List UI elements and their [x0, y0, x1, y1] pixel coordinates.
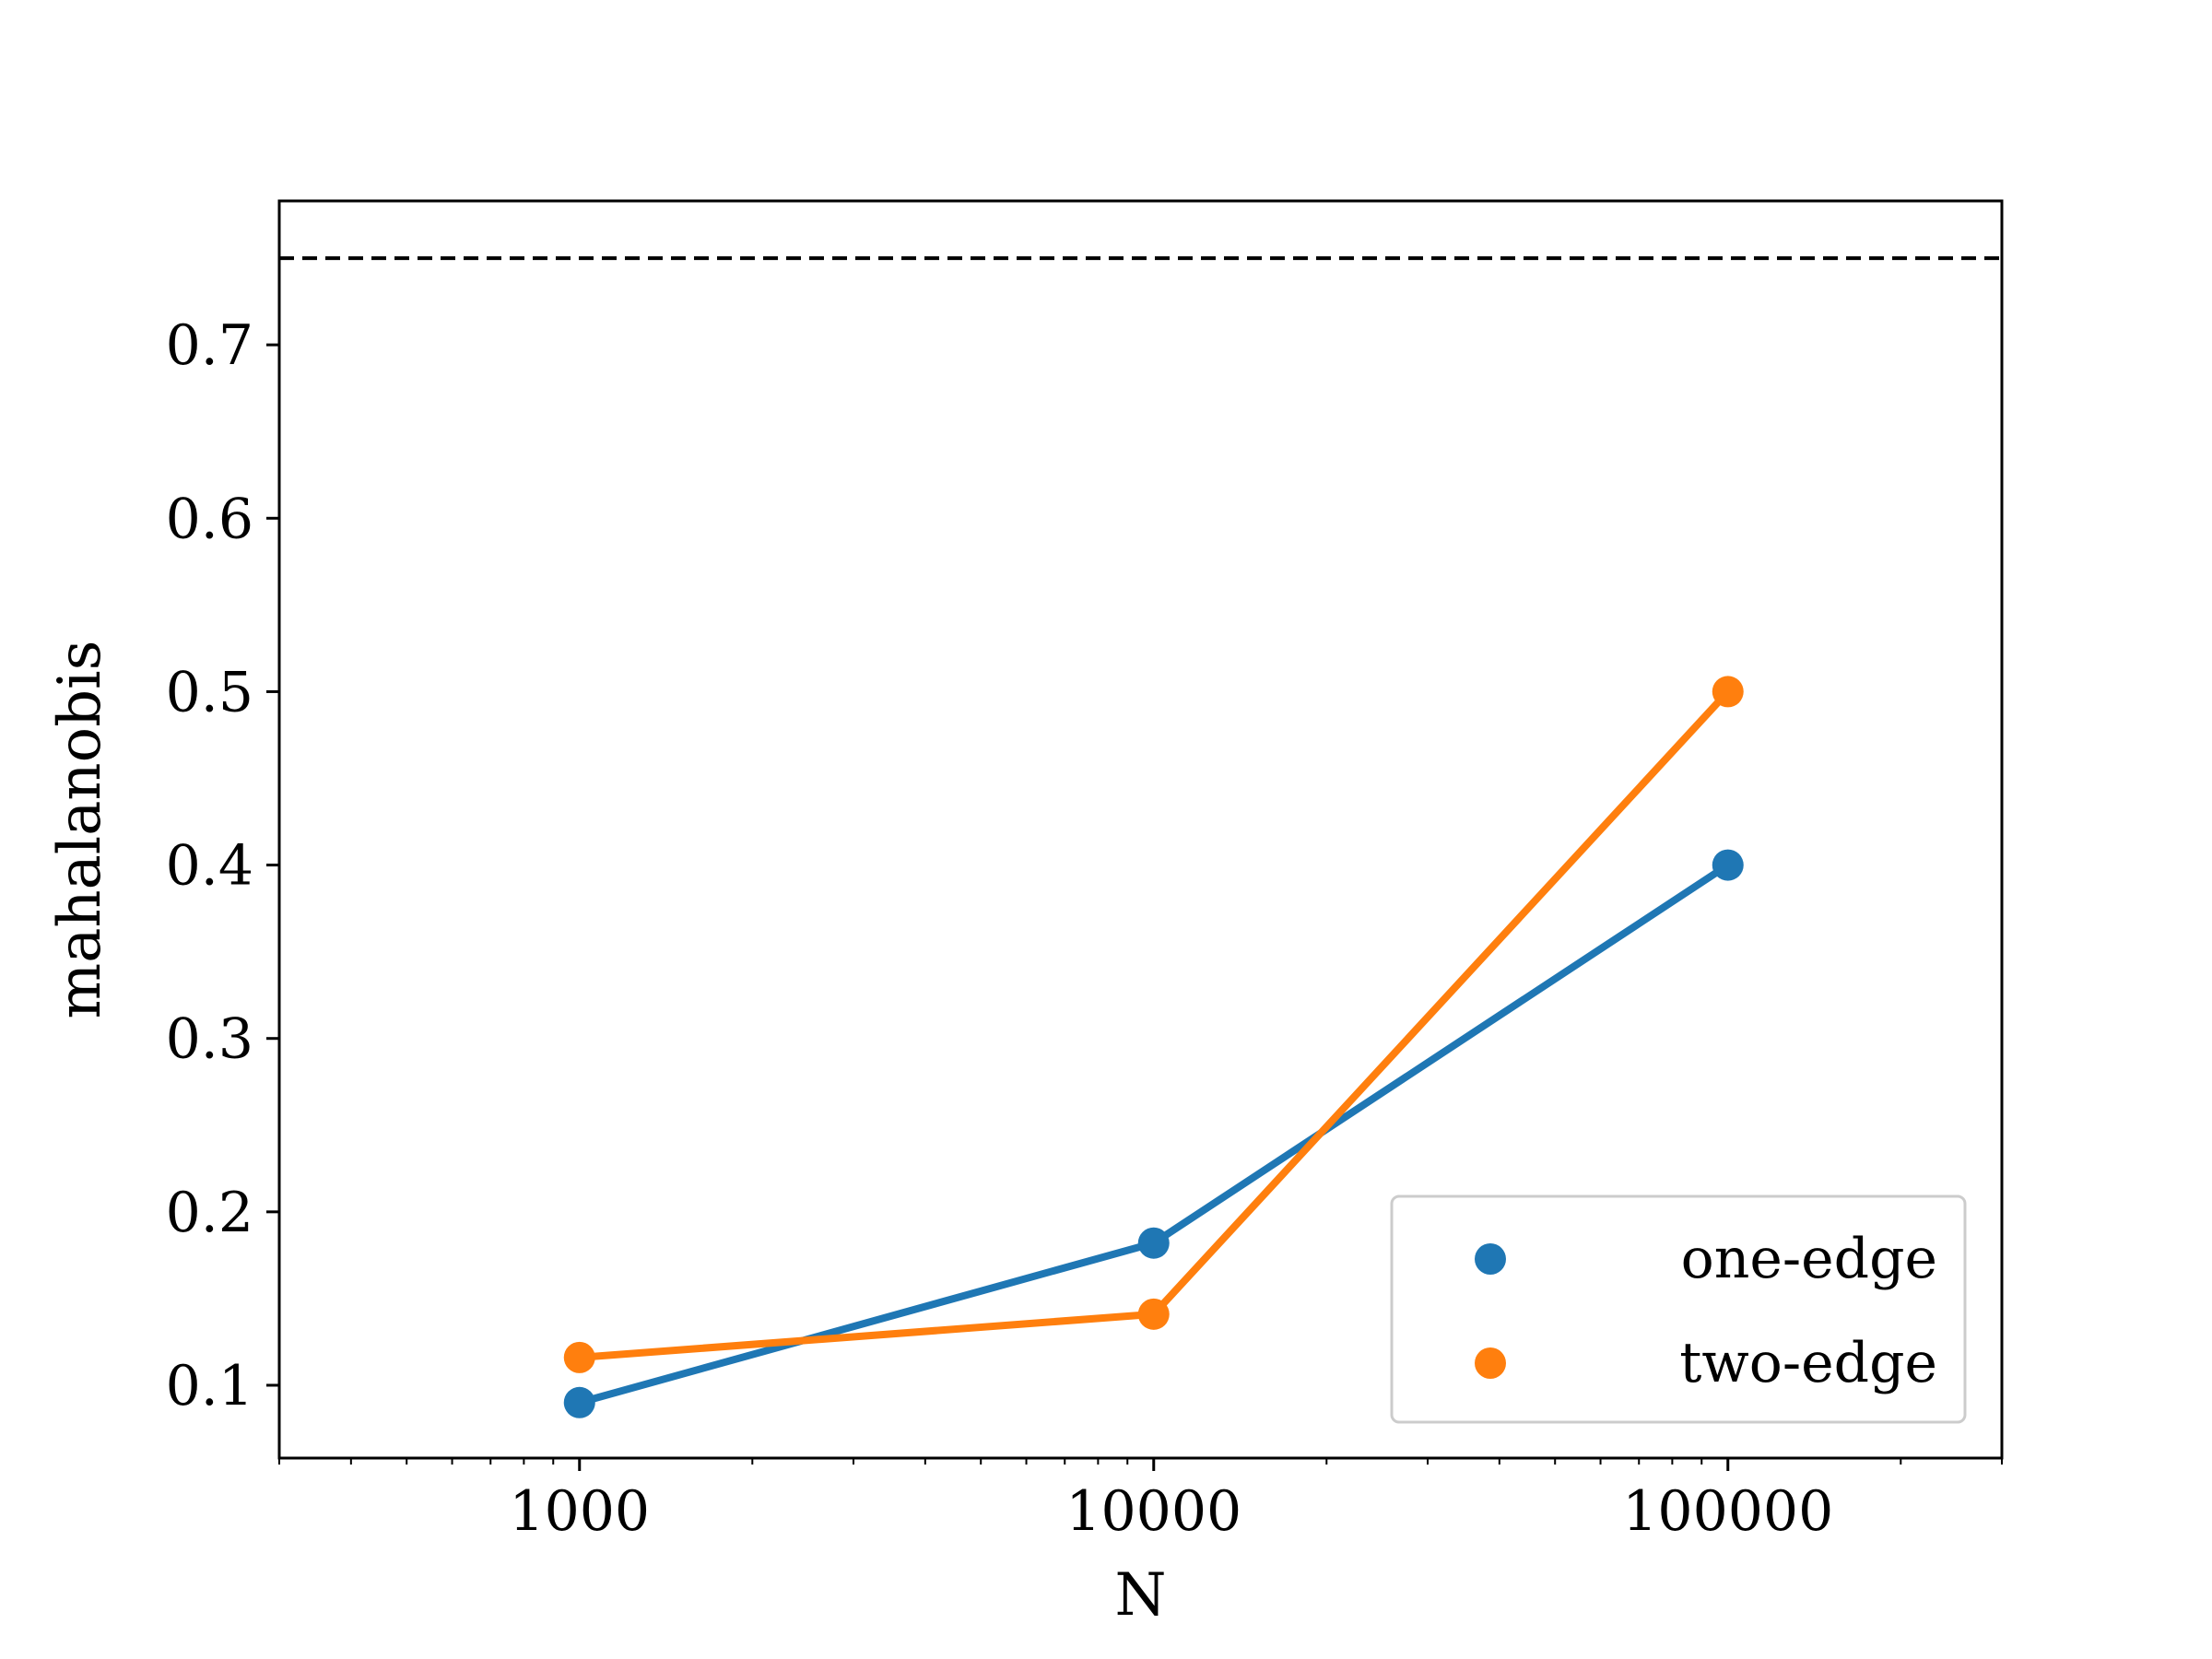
x-tick-label: 100000 [1622, 1479, 1833, 1544]
y-tick-label: 0.6 [166, 487, 253, 551]
data-point-two-edge [563, 1341, 595, 1373]
data-point-one-edge [1137, 1227, 1170, 1259]
legend-marker-two-edge [1475, 1347, 1506, 1379]
plot-frame [277, 199, 2004, 1460]
y-tick-label: 0.4 [166, 834, 253, 899]
legend-label-two-edge: two-edge [1679, 1331, 1937, 1395]
data-point-one-edge [563, 1386, 595, 1418]
legend: one-edge two-edge [1390, 1194, 1967, 1424]
legend-box [1390, 1194, 1967, 1424]
x-tick-label: 1000 [509, 1479, 650, 1544]
data-point-one-edge [1712, 849, 1744, 881]
y-axis-label: mahalanobis [46, 641, 114, 1019]
legend-label-one-edge: one-edge [1681, 1227, 1937, 1291]
plot-area [279, 256, 2002, 1418]
y-tick-label: 0.5 [166, 660, 253, 724]
y-tick-label: 0.3 [166, 1007, 253, 1072]
ticks: 1000 10000 100000 0.1 0.2 0.3 0.4 0.5 0.6 0.7 [166, 313, 2003, 1544]
x-tick-label: 10000 [1065, 1479, 1241, 1544]
x-axis-label: N [1115, 1561, 1167, 1630]
y-tick-label: 0.7 [166, 313, 253, 378]
legend-marker-one-edge [1475, 1243, 1506, 1275]
y-tick-label: 0.2 [166, 1181, 253, 1245]
data-point-two-edge [1712, 676, 1744, 708]
y-tick-label: 0.1 [166, 1354, 253, 1418]
data-point-two-edge [1137, 1298, 1170, 1330]
